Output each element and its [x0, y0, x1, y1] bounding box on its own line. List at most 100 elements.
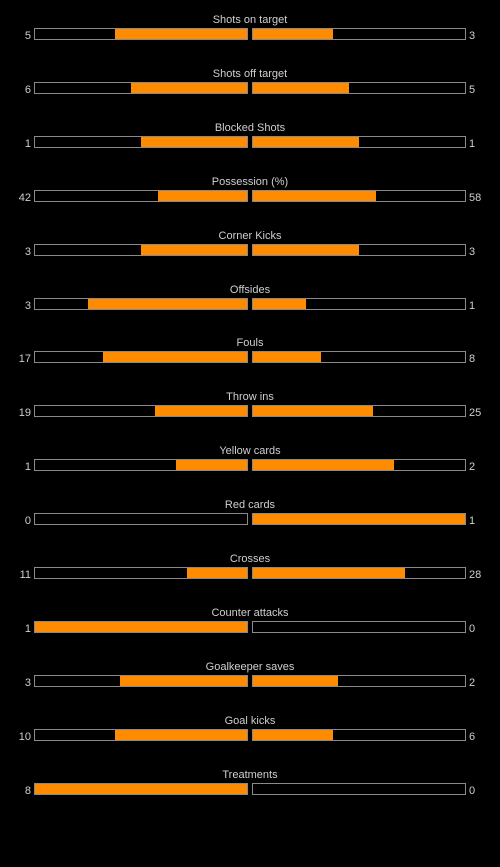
home-value: 11 [19, 569, 31, 581]
stat-label: Shots on target [212, 14, 288, 26]
home-bar-fill [114, 29, 247, 39]
stat-row: Goal kicks 10 6 [0, 709, 500, 749]
stat-label: Yellow cards [219, 445, 281, 457]
home-bar-track [34, 729, 248, 741]
away-value: 3 [469, 246, 476, 258]
away-bar-track [252, 729, 466, 741]
home-value: 10 [18, 731, 31, 743]
home-value: 17 [18, 353, 31, 365]
home-bar-track [34, 82, 248, 94]
away-value: 25 [469, 407, 482, 419]
stat-row: Shots off target 6 5 [0, 62, 500, 102]
away-bar-fill [253, 568, 406, 578]
home-bar-track [34, 405, 248, 417]
stat-row: Corner Kicks 3 3 [0, 224, 500, 264]
home-value: 1 [24, 138, 31, 150]
home-bar-track [34, 351, 248, 363]
away-bar-fill [253, 460, 395, 470]
stat-label: Crosses [229, 553, 271, 565]
away-bar-track [252, 513, 466, 525]
away-bar-track [252, 136, 466, 148]
away-value: 6 [469, 731, 476, 743]
away-value: 2 [469, 677, 476, 689]
away-bar-fill [253, 352, 321, 362]
stat-row: Red cards 0 1 [0, 493, 500, 533]
home-bar-fill [141, 137, 247, 147]
away-bar-track [252, 244, 466, 256]
away-bar-track [252, 405, 466, 417]
away-value: 5 [469, 84, 476, 96]
stat-label: Blocked Shots [214, 122, 286, 134]
stat-label: Goalkeeper saves [205, 661, 295, 673]
home-bar-track [34, 28, 248, 40]
away-bar-fill [253, 406, 374, 416]
home-value: 19 [18, 407, 31, 419]
stat-row: Possession (%) 42 58 [0, 170, 500, 210]
stat-label: Treatments [222, 769, 278, 781]
stat-row: Blocked Shots 1 1 [0, 116, 500, 156]
away-bar-fill [253, 191, 376, 201]
stat-label: Offsides [229, 284, 271, 296]
home-value: 8 [24, 785, 31, 797]
home-bar-fill [187, 568, 247, 578]
home-bar-track [34, 783, 248, 795]
away-value: 58 [469, 192, 482, 204]
away-bar-fill [253, 730, 333, 740]
away-bar-track [252, 82, 466, 94]
stat-label: Red cards [224, 499, 276, 511]
away-value: 2 [469, 461, 476, 473]
away-bar-fill [253, 83, 350, 93]
home-bar-fill [102, 352, 247, 362]
home-value: 42 [18, 192, 31, 204]
home-bar-track [34, 621, 248, 633]
away-bar-fill [253, 137, 359, 147]
home-bar-fill [35, 784, 247, 794]
away-value: 1 [469, 515, 476, 527]
away-value: 8 [469, 353, 476, 365]
stat-row: Throw ins 19 25 [0, 385, 500, 425]
away-bar-fill [253, 676, 338, 686]
away-value: 1 [469, 300, 476, 312]
home-bar-track [34, 675, 248, 687]
away-bar-track [252, 351, 466, 363]
home-bar-fill [119, 676, 247, 686]
stat-row: Fouls 17 8 [0, 331, 500, 371]
home-value: 0 [24, 515, 31, 527]
away-value: 1 [469, 138, 476, 150]
stat-label: Counter attacks [211, 607, 289, 619]
home-value: 3 [24, 246, 31, 258]
away-bar-fill [253, 29, 333, 39]
stat-row: Crosses 11 28 [0, 547, 500, 587]
home-value: 1 [24, 623, 31, 635]
away-bar-track [252, 459, 466, 471]
home-bar-fill [88, 299, 247, 309]
stat-row: Offsides 3 1 [0, 278, 500, 318]
stat-row: Counter attacks 1 0 [0, 601, 500, 641]
away-value: 0 [469, 785, 476, 797]
home-bar-fill [141, 245, 247, 255]
away-value: 3 [469, 30, 476, 42]
away-value: 28 [469, 569, 482, 581]
away-value: 0 [469, 623, 476, 635]
home-bar-fill [157, 191, 247, 201]
home-bar-track [34, 567, 248, 579]
home-bar-fill [35, 622, 247, 632]
home-bar-track [34, 513, 248, 525]
away-bar-track [252, 298, 466, 310]
stat-row: Goalkeeper saves 3 2 [0, 655, 500, 695]
stat-row: Yellow cards 1 2 [0, 439, 500, 479]
stat-label: Possession (%) [211, 176, 289, 188]
stat-label: Corner Kicks [218, 230, 282, 242]
home-bar-track [34, 298, 248, 310]
home-value: 3 [24, 677, 31, 689]
home-value: 3 [24, 300, 31, 312]
stat-label: Goal kicks [224, 715, 276, 727]
home-bar-track [34, 190, 248, 202]
home-value: 1 [24, 461, 31, 473]
away-bar-track [252, 783, 466, 795]
home-value: 5 [24, 30, 31, 42]
home-bar-fill [176, 460, 247, 470]
stat-label: Fouls [236, 337, 264, 349]
stat-row: Treatments 8 0 [0, 763, 500, 803]
away-bar-track [252, 190, 466, 202]
